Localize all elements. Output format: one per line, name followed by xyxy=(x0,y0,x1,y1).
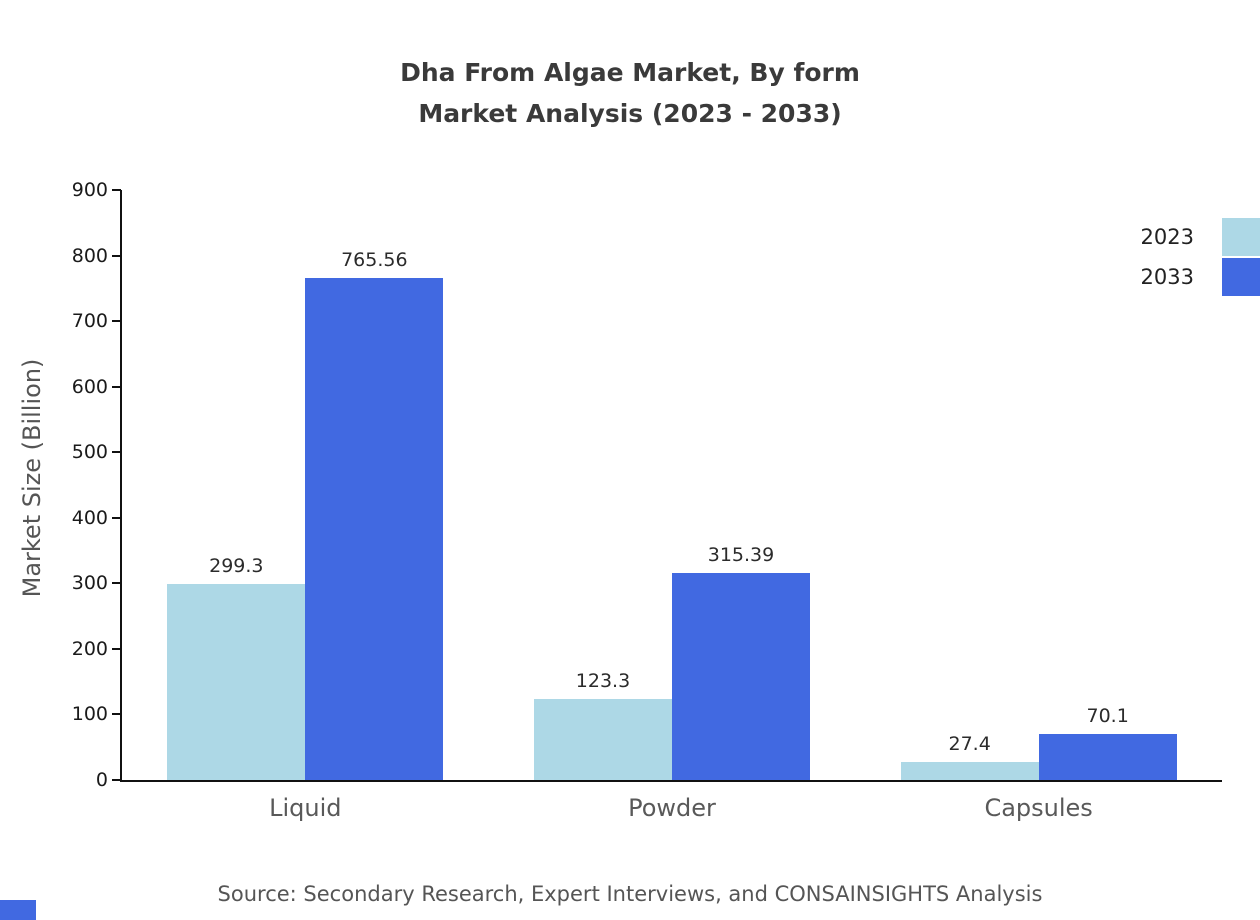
bar-2023-powder: 123.3 xyxy=(533,190,672,780)
y-tick-label: 600 xyxy=(71,375,108,398)
plot-area: 0 100 200 300 400 500 600 700 800 900 299.3 765.56… xyxy=(72,179,1222,822)
y-tick-mark xyxy=(112,254,121,257)
bar-group-powder: 123.3 315.39 xyxy=(533,190,810,780)
chart-title-line1: Dha From Algae Market, By form xyxy=(400,58,860,87)
bar-2023-capsules: 27.4 xyxy=(900,190,1039,780)
legend-swatch xyxy=(1222,218,1260,256)
y-tick-mark xyxy=(112,320,121,323)
bar-rect xyxy=(671,573,810,780)
bar-value-label: 765.56 xyxy=(341,249,408,272)
y-tick-mark xyxy=(112,385,121,388)
bar-rect xyxy=(900,762,1039,780)
x-category-label: Capsules xyxy=(984,794,1093,822)
legend-label: 2033 xyxy=(1140,265,1194,289)
chart-title-line2: Market Analysis (2023 - 2033) xyxy=(418,99,842,128)
bar-value-label: 315.39 xyxy=(707,544,775,567)
y-axis-title: Market Size (Billion) xyxy=(18,358,46,598)
y-tick-label: 200 xyxy=(71,637,108,660)
legend-item-2023: 2023 xyxy=(1141,218,1260,256)
bar-2033-liquid: 765.56 xyxy=(305,190,444,780)
bar-rect xyxy=(305,278,444,780)
y-tick-mark xyxy=(112,189,121,191)
y-tick-mark xyxy=(112,647,121,650)
y-tick-label: 0 xyxy=(95,769,108,791)
x-axis-labels: Liquid Powder Capsules xyxy=(122,794,1222,822)
legend-swatch xyxy=(1222,258,1260,296)
y-tick-label: 700 xyxy=(71,310,108,333)
legend-item-2033: 2033 xyxy=(1141,258,1260,296)
y-tick-mark xyxy=(112,713,121,716)
y-tick-label: 500 xyxy=(71,441,108,464)
source-note: Source: Secondary Research, Expert Inter… xyxy=(217,882,1043,906)
legend-label: 2023 xyxy=(1140,225,1194,249)
y-tick-label: 400 xyxy=(71,506,108,529)
bar-rect xyxy=(167,583,306,780)
bar-2033-capsules: 70.1 xyxy=(1038,190,1177,780)
bar-value-label: 299.3 xyxy=(209,554,264,577)
bottom-left-accent-bar xyxy=(0,900,36,920)
chart-title: Dha From Algae Market, By form Market An… xyxy=(0,52,1260,134)
x-category-label: Liquid xyxy=(269,794,342,822)
bar-value-label: 123.3 xyxy=(575,670,631,693)
bar-rect xyxy=(533,699,672,780)
bar-group-capsules: 27.4 70.1 xyxy=(900,190,1177,780)
y-tick-mark xyxy=(112,451,121,454)
bar-value-label: 70.1 xyxy=(1086,705,1129,728)
bars-container: 299.3 765.56 123.3 315.39 27.4 70.1 xyxy=(122,190,1222,780)
y-tick-label: 800 xyxy=(71,244,108,267)
bar-rect xyxy=(1038,734,1177,780)
x-category-label: Powder xyxy=(628,794,716,822)
y-tick-label: 900 xyxy=(71,179,108,201)
bar-2033-powder: 315.39 xyxy=(671,190,810,780)
bar-value-label: 27.4 xyxy=(948,733,991,756)
legend: 2023 2033 xyxy=(1141,218,1260,296)
bar-2023-liquid: 299.3 xyxy=(167,190,306,780)
y-tick-mark xyxy=(112,516,121,519)
bar-group-liquid: 299.3 765.56 xyxy=(167,190,444,780)
y-tick-mark xyxy=(112,779,121,781)
y-tick-mark xyxy=(112,582,121,585)
y-tick-label: 300 xyxy=(71,572,108,595)
y-tick-label: 100 xyxy=(71,703,108,726)
